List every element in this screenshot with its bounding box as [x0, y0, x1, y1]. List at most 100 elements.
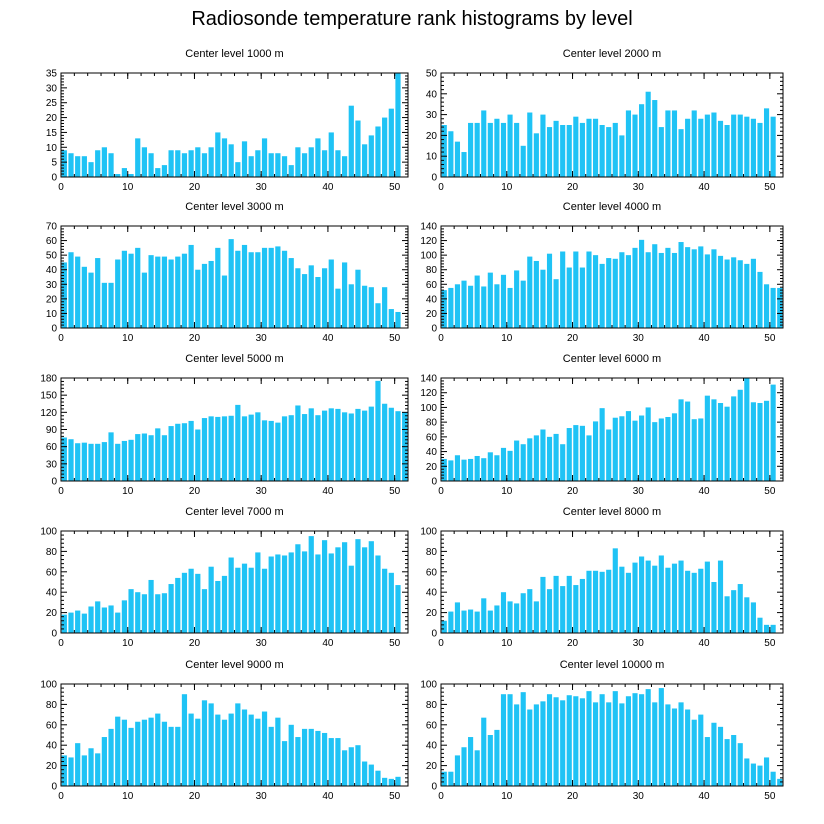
bar: [612, 691, 618, 786]
bar: [704, 395, 710, 481]
y-tick-label: 20: [426, 761, 438, 772]
bar: [468, 737, 474, 786]
bar: [241, 244, 248, 328]
y-tick-label: 0: [51, 477, 57, 488]
bar: [461, 459, 467, 481]
y-tick-label: 80: [426, 265, 438, 276]
x-tick-label: 30: [256, 791, 268, 802]
bar: [135, 434, 141, 481]
bar: [494, 729, 500, 786]
bar: [175, 726, 181, 786]
bar: [388, 572, 394, 633]
bar: [81, 442, 87, 481]
bar: [228, 557, 234, 633]
x-tick-label: 30: [633, 638, 645, 649]
bar: [553, 433, 559, 481]
bar: [665, 110, 671, 177]
bar: [308, 408, 314, 481]
x-tick-label: 20: [189, 333, 201, 344]
bar: [215, 132, 221, 177]
bar: [619, 252, 625, 328]
bar: [88, 606, 94, 633]
x-tick-label: 10: [122, 486, 134, 497]
bar: [520, 280, 526, 328]
bar: [454, 455, 461, 481]
bar: [308, 265, 314, 328]
x-tick-label: 50: [764, 182, 776, 193]
x-tick-label: 30: [633, 486, 645, 497]
bar: [579, 122, 585, 177]
y-tick-label: 140: [420, 374, 437, 385]
bar: [321, 150, 328, 177]
bar: [737, 584, 743, 633]
bar: [514, 603, 520, 633]
bar: [188, 150, 194, 177]
bar: [698, 714, 704, 786]
bar: [88, 748, 94, 786]
x-tick-label: 30: [256, 638, 268, 649]
bar: [155, 168, 161, 177]
bar: [108, 153, 114, 177]
bar: [348, 105, 354, 177]
x-tick-label: 10: [501, 638, 513, 649]
bar: [248, 252, 254, 328]
bar: [315, 554, 321, 633]
bar: [586, 691, 592, 786]
bar: [175, 256, 181, 328]
x-tick-label: 30: [256, 333, 268, 344]
bar: [454, 141, 461, 177]
bar: [328, 408, 334, 481]
y-tick-label: 5: [51, 158, 57, 169]
bar: [335, 408, 341, 481]
bar: [168, 426, 174, 481]
bar: [155, 594, 161, 633]
bar: [382, 568, 388, 633]
bar: [135, 592, 141, 633]
bar: [295, 268, 301, 328]
bar: [241, 141, 248, 177]
bar: [573, 696, 579, 786]
bar: [95, 150, 101, 177]
y-tick-label: 100: [420, 403, 437, 414]
bar: [671, 110, 678, 177]
bar: [777, 287, 783, 328]
bar: [520, 444, 526, 481]
bar: [321, 540, 328, 633]
bar: [711, 249, 717, 328]
bar: [711, 399, 717, 481]
y-tick-label: 0: [431, 477, 437, 488]
bar: [248, 156, 254, 177]
bar: [141, 719, 148, 786]
bar: [115, 612, 121, 633]
bar: [592, 255, 599, 328]
x-tick-label: 10: [122, 182, 134, 193]
bar: [241, 416, 248, 481]
bar: [188, 244, 194, 328]
bar: [632, 562, 638, 633]
bar: [560, 586, 566, 633]
bar: [454, 284, 461, 328]
bar: [108, 605, 114, 633]
y-tick-label: 60: [426, 567, 438, 578]
bar: [500, 122, 507, 177]
bar: [255, 252, 261, 328]
bar: [731, 257, 737, 328]
bar: [275, 422, 281, 481]
bar: [288, 258, 294, 328]
bar: [355, 269, 361, 328]
y-tick-label: 0: [431, 324, 437, 335]
bar: [88, 272, 94, 328]
bar: [395, 411, 401, 481]
bar: [228, 239, 234, 328]
bar: [500, 694, 507, 786]
bar: [546, 436, 553, 481]
bar: [75, 156, 81, 177]
y-tick-label: 100: [40, 680, 57, 691]
bar: [533, 133, 539, 177]
bar: [348, 747, 354, 786]
bar: [671, 252, 678, 328]
bar: [235, 703, 241, 786]
y-tick-label: 35: [46, 69, 58, 80]
x-tick-label: 50: [764, 486, 776, 497]
y-tick-label: 10: [46, 143, 58, 154]
